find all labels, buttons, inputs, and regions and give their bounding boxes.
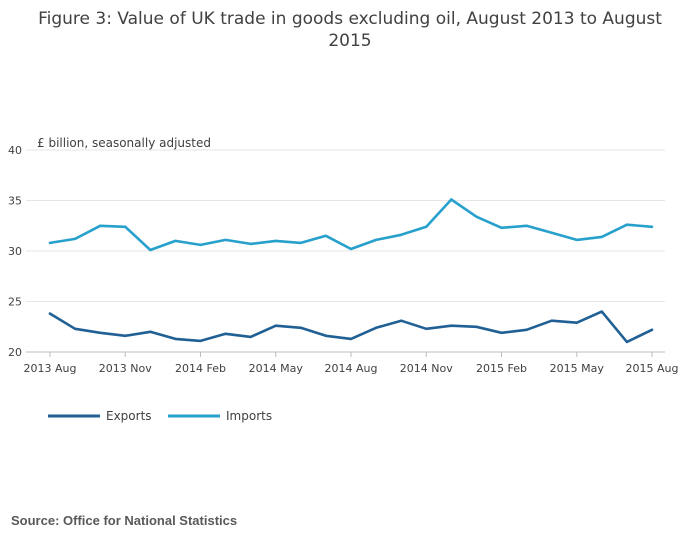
data-point-imports	[625, 223, 629, 226]
y-axis-label: £ billion, seasonally adjusted	[37, 136, 211, 150]
data-point-exports	[399, 319, 403, 322]
data-point-exports	[199, 339, 202, 343]
y-tick-label: 25	[8, 296, 22, 309]
data-point-imports	[299, 241, 303, 245]
data-point-exports	[625, 340, 629, 344]
series-line-imports	[48, 198, 654, 252]
data-point-imports	[224, 238, 227, 242]
data-point-imports	[575, 238, 578, 242]
data-point-imports	[450, 198, 453, 201]
data-point-exports	[299, 326, 303, 329]
data-point-exports	[98, 331, 102, 335]
x-tick-label: 2014 May	[249, 362, 304, 375]
data-point-imports	[98, 224, 102, 227]
data-point-exports	[324, 334, 328, 338]
data-point-imports	[199, 243, 202, 247]
data-point-imports	[550, 231, 553, 235]
axes: £ billion, seasonally adjusted 20 25 30 35 4…	[8, 136, 678, 375]
data-point-exports	[650, 328, 654, 331]
data-point-imports	[48, 241, 52, 245]
y-tick-label: 30	[8, 245, 22, 258]
data-point-imports	[500, 226, 503, 229]
data-point-imports	[324, 234, 328, 238]
data-point-exports	[73, 327, 77, 330]
x-tick-label: 2015 May	[550, 362, 605, 375]
data-point-imports	[124, 225, 127, 228]
data-point-imports	[374, 238, 378, 242]
legend-label-exports: Exports	[106, 409, 152, 423]
data-point-imports	[149, 248, 152, 252]
data-point-imports	[274, 239, 277, 243]
data-point-exports	[525, 328, 528, 331]
data-point-imports	[174, 239, 177, 243]
data-point-imports	[525, 224, 528, 227]
chart-title-line-2: 2015	[328, 31, 372, 51]
data-point-exports	[174, 337, 177, 341]
data-point-imports	[475, 215, 478, 218]
chart-title-line-1: Figure 3: Value of UK trade in goods exc…	[38, 9, 662, 29]
y-tick-label: 35	[8, 195, 22, 208]
x-tick-label: 2014 Feb	[175, 362, 226, 375]
data-point-exports	[425, 327, 428, 330]
data-point-exports	[475, 325, 478, 328]
x-tick-label: 2015 Feb	[476, 362, 527, 375]
data-point-exports	[550, 319, 553, 322]
data-point-exports	[349, 337, 353, 341]
gridlines	[26, 149, 665, 353]
data-point-imports	[249, 242, 252, 246]
y-tick-label: 20	[8, 346, 22, 359]
data-point-exports	[124, 334, 127, 338]
x-tick-label: 2014 Nov	[400, 362, 453, 375]
x-tick-label: 2015 Aug	[626, 362, 679, 375]
series-line-exports	[48, 310, 654, 344]
series-lines	[48, 198, 654, 344]
data-point-exports	[600, 310, 604, 313]
data-point-exports	[48, 312, 52, 315]
data-point-imports	[650, 225, 654, 228]
data-point-exports	[274, 324, 277, 327]
data-point-exports	[500, 331, 503, 335]
data-point-exports	[224, 332, 227, 336]
data-point-imports	[600, 235, 604, 239]
chart-title: Figure 3: Value of UK trade in goods exc…	[20, 8, 680, 52]
data-point-exports	[249, 335, 252, 339]
legend: Exports Imports	[48, 409, 272, 423]
x-tick-label: 2014 Aug	[325, 362, 378, 375]
data-point-exports	[374, 326, 378, 329]
source-note: Source: Office for National Statistics	[11, 513, 238, 528]
data-point-imports	[399, 233, 403, 237]
x-tick-label: 2013 Aug	[24, 362, 77, 375]
data-point-exports	[149, 330, 152, 333]
data-point-exports	[450, 324, 453, 327]
data-point-imports	[349, 247, 353, 251]
y-tick-label: 40	[8, 144, 22, 157]
data-point-imports	[425, 225, 428, 228]
data-point-imports	[73, 237, 77, 241]
legend-label-imports: Imports	[226, 409, 272, 423]
data-point-exports	[575, 321, 578, 324]
x-tick-label: 2013 Nov	[99, 362, 152, 375]
